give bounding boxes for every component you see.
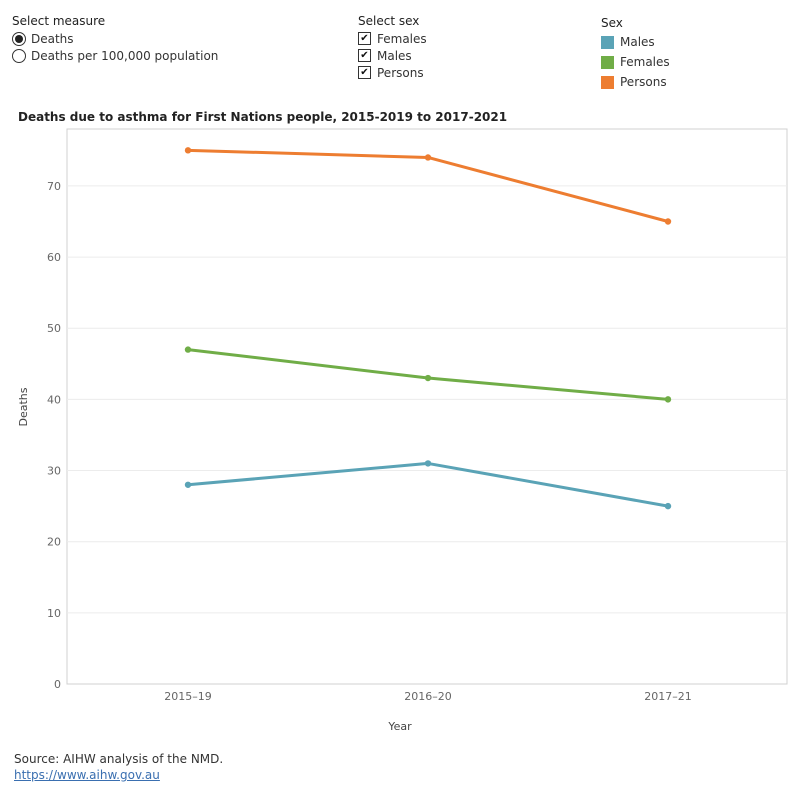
- y-tick-label: 70: [47, 180, 61, 193]
- series-line-females: [186, 348, 670, 401]
- checkbox-checked-icon[interactable]: ✔: [358, 49, 371, 62]
- x-tick-label: 2016–20: [404, 690, 452, 703]
- legend-title: Sex: [601, 16, 623, 30]
- sex-selector-title: Select sex: [358, 14, 420, 28]
- data-point-females: [664, 396, 672, 403]
- source-note: Source: AIHW analysis of the NMD.: [14, 752, 224, 766]
- y-tick-label: 50: [47, 322, 61, 335]
- legend-item-persons[interactable]: Persons: [601, 72, 670, 92]
- sex-selector: Select sex ✔ Females ✔ Males ✔ Persons: [358, 14, 427, 81]
- checkbox-checked-icon[interactable]: ✔: [358, 66, 371, 79]
- measure-option-deaths[interactable]: Deaths: [12, 30, 218, 47]
- y-tick-label: 10: [47, 607, 61, 620]
- legend-swatch-persons: [601, 75, 614, 89]
- line-chart: 0 10 20 30 40 50 60 70 2015–19 2016–20 2017–21 Year…: [17, 128, 788, 733]
- radio-selected-icon[interactable]: [12, 31, 26, 46]
- series-line-males: [186, 461, 670, 508]
- legend-item-label: Persons: [620, 75, 667, 89]
- data-point-males: [664, 502, 672, 510]
- measure-option-rate[interactable]: Deaths per 100,000 population: [12, 47, 218, 64]
- legend: Sex Males Females Persons: [601, 16, 670, 92]
- measure-option-label: Deaths per 100,000 population: [31, 48, 219, 63]
- measure-selector: Select measure Deaths Deaths per 100,000…: [12, 14, 218, 64]
- radio-unselected-icon[interactable]: [12, 48, 26, 63]
- y-tick-label: 30: [47, 465, 61, 478]
- data-point-females: [424, 374, 432, 382]
- y-tick-label: 0: [54, 678, 61, 691]
- sex-option-label: Males: [377, 48, 412, 63]
- legend-item-label: Males: [620, 35, 655, 49]
- x-tick-label: 2015–19: [164, 690, 212, 703]
- y-axis-title: Deaths: [17, 387, 30, 426]
- data-point-females: [184, 346, 192, 353]
- sex-option-males[interactable]: ✔ Males: [358, 47, 427, 64]
- data-point-males: [184, 481, 192, 488]
- source-link[interactable]: https://www.aihw.gov.au: [14, 768, 160, 782]
- legend-item-females[interactable]: Females: [601, 52, 670, 72]
- data-point-persons: [184, 147, 192, 154]
- sex-option-females[interactable]: ✔ Females: [358, 30, 427, 47]
- data-point-persons: [424, 154, 432, 161]
- checkbox-checked-icon[interactable]: ✔: [358, 32, 371, 45]
- legend-item-males[interactable]: Males: [601, 32, 670, 52]
- legend-swatch-females: [601, 55, 614, 69]
- y-tick-label: 60: [47, 251, 61, 264]
- legend-item-label: Females: [620, 55, 670, 69]
- y-tick-label: 40: [47, 393, 61, 406]
- sex-option-persons[interactable]: ✔ Persons: [358, 64, 427, 81]
- y-tick-label: 20: [47, 536, 61, 549]
- x-axis-title: Year: [387, 720, 412, 733]
- data-point-males: [424, 460, 432, 467]
- sex-option-label: Females: [377, 31, 427, 46]
- chart-title: Deaths due to asthma for First Nations p…: [18, 110, 508, 124]
- legend-swatch-males: [601, 35, 614, 49]
- data-point-persons: [664, 218, 672, 225]
- measure-selector-title: Select measure: [12, 14, 106, 28]
- x-tick-label: 2017–21: [644, 690, 692, 703]
- sex-option-label: Persons: [377, 65, 424, 80]
- plot-frame: [66, 128, 788, 685]
- measure-option-label: Deaths: [31, 31, 74, 46]
